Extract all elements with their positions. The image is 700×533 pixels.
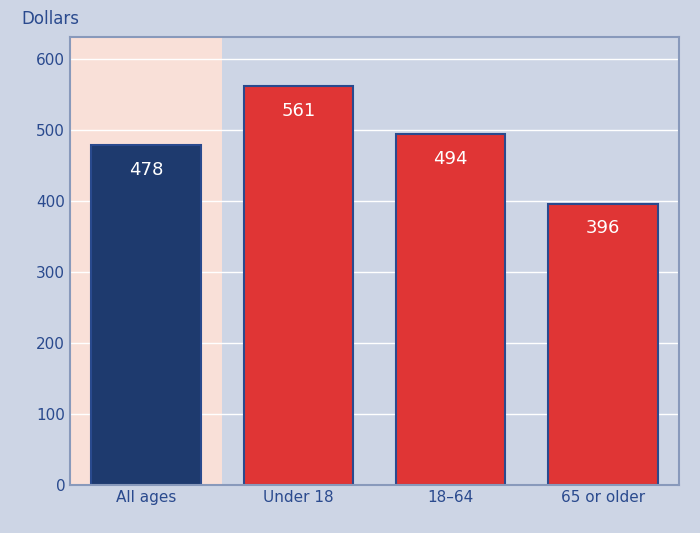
Bar	[91, 146, 201, 485]
Text: 561: 561	[281, 102, 316, 120]
Text: 478: 478	[129, 161, 163, 179]
Text: 494: 494	[433, 150, 468, 167]
Bar	[395, 134, 505, 485]
Bar	[70, 37, 223, 485]
Text: Dollars: Dollars	[21, 10, 79, 28]
Bar	[548, 204, 658, 485]
Bar	[244, 86, 354, 485]
Text: 396: 396	[586, 219, 620, 237]
Bar	[223, 37, 679, 485]
